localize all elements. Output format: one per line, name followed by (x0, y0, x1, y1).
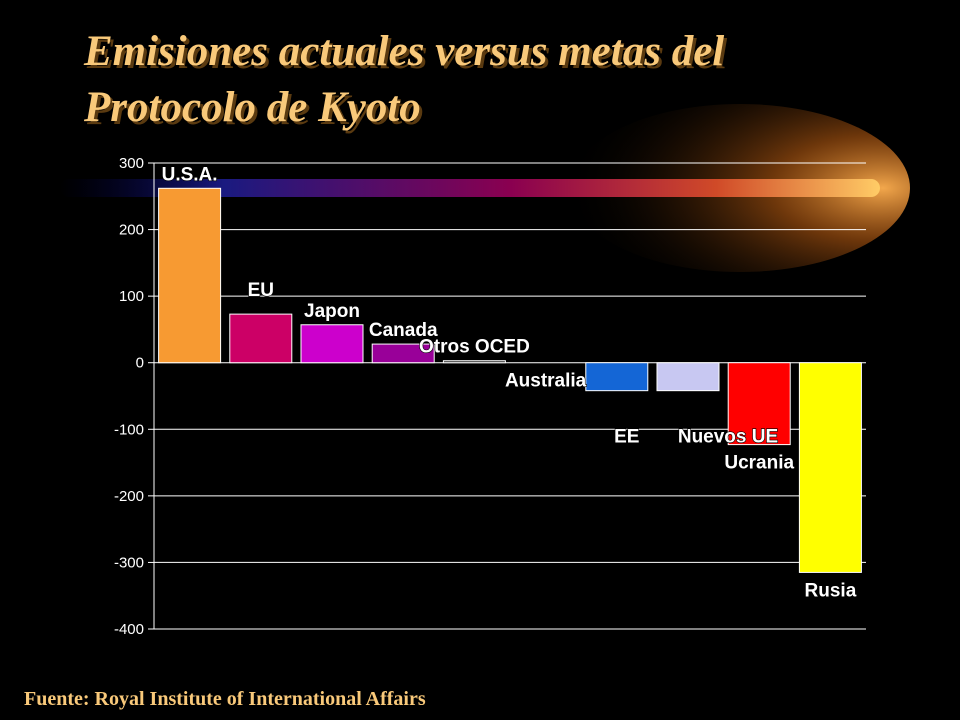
y-tick-label: -400 (114, 621, 144, 638)
source-note: Fuente: Royal Institute of International… (24, 688, 426, 710)
bar-otros-oced (442, 360, 506, 364)
bar-japon (300, 324, 364, 364)
bars (158, 187, 862, 573)
category-label: Ucrania (724, 453, 794, 474)
bar-eu (229, 313, 293, 364)
category-label: Otros OCED (419, 337, 530, 358)
category-label: EE (614, 427, 639, 448)
bar-rusia (798, 362, 862, 573)
category-label: Australia (505, 371, 587, 392)
y-axis-ticks: 300 200 100 0 -100 -200 -300 -400 (114, 155, 144, 638)
category-label: EU (248, 280, 274, 301)
y-tick-label: -300 (114, 554, 144, 571)
bar-u-s-a- (158, 187, 222, 364)
comet-tail (60, 179, 880, 197)
category-label: Rusia (805, 580, 857, 601)
category-label: Canada (369, 320, 438, 341)
slide-title: Emisiones actuales versus metas del Prot… (84, 24, 884, 136)
bar-canada (371, 343, 435, 364)
category-label: Nuevos UE (678, 427, 778, 448)
category-label: Japon (304, 301, 360, 322)
y-tick-label: 100 (119, 288, 144, 305)
y-tick-label: -100 (114, 421, 144, 438)
bar-nuevos-ue (656, 362, 720, 392)
y-tick-label: 300 (119, 155, 144, 172)
category-label: U.S.A. (162, 164, 218, 185)
slide-title-line-1: Emisiones actuales versus metas del (84, 28, 725, 75)
bar-ee (585, 362, 649, 392)
y-tick-label: 200 (119, 222, 144, 239)
bar-ucrania (727, 362, 791, 446)
y-tick-label: 0 (136, 355, 144, 372)
slide-title-line-2: Protocolo de Kyoto (84, 84, 421, 131)
y-tick-label: -200 (114, 488, 144, 505)
